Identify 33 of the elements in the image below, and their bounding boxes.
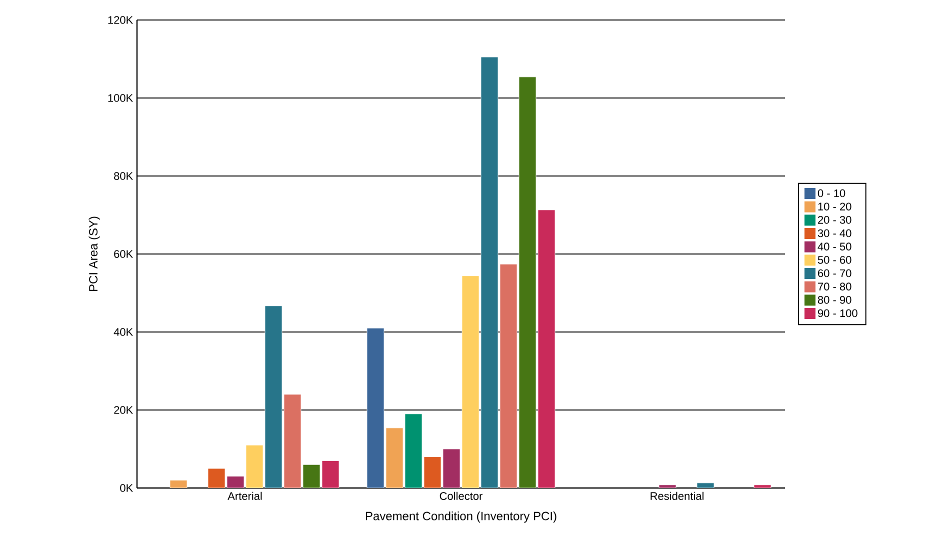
bar xyxy=(538,210,556,488)
legend-label: 30 - 40 xyxy=(818,229,852,238)
y-tick-label: 60K xyxy=(114,250,134,258)
y-tick-label: 20K xyxy=(114,406,134,414)
legend-label: 0 - 10 xyxy=(818,189,846,198)
x-tick-label: Collector xyxy=(440,492,483,500)
x-tick-label: Residential xyxy=(650,492,704,500)
legend-label: 20 - 30 xyxy=(818,216,852,224)
bar xyxy=(442,448,460,488)
bar xyxy=(462,276,480,488)
legend-label: 50 - 60 xyxy=(818,256,852,264)
y-tick-label: 40K xyxy=(114,328,134,336)
legend-label: 10 - 20 xyxy=(818,202,852,210)
x-axis-title: Pavement Condition (Inventory PCI) xyxy=(366,511,556,523)
bar xyxy=(424,456,442,488)
y-tick-label: 120K xyxy=(108,16,134,24)
legend-label: 90 - 100 xyxy=(818,309,858,318)
bar xyxy=(246,444,264,488)
legend-label: 60 - 70 xyxy=(818,269,852,278)
bar xyxy=(284,394,302,488)
legend-label: 70 - 80 xyxy=(818,282,852,290)
bar xyxy=(264,306,282,488)
y-axis-title: PCI Area (SY) xyxy=(88,216,100,292)
legend-label: 80 - 90 xyxy=(818,296,852,304)
y-tick-label: 80K xyxy=(114,172,134,180)
bar xyxy=(170,480,188,488)
legend-label: 40 - 50 xyxy=(818,242,852,250)
bar xyxy=(322,460,340,488)
x-tick-label: Arterial xyxy=(228,492,262,500)
bar xyxy=(500,264,518,488)
y-tick-label: 100K xyxy=(108,94,134,102)
y-tick-label: 0K xyxy=(120,484,134,492)
bar xyxy=(480,56,498,488)
